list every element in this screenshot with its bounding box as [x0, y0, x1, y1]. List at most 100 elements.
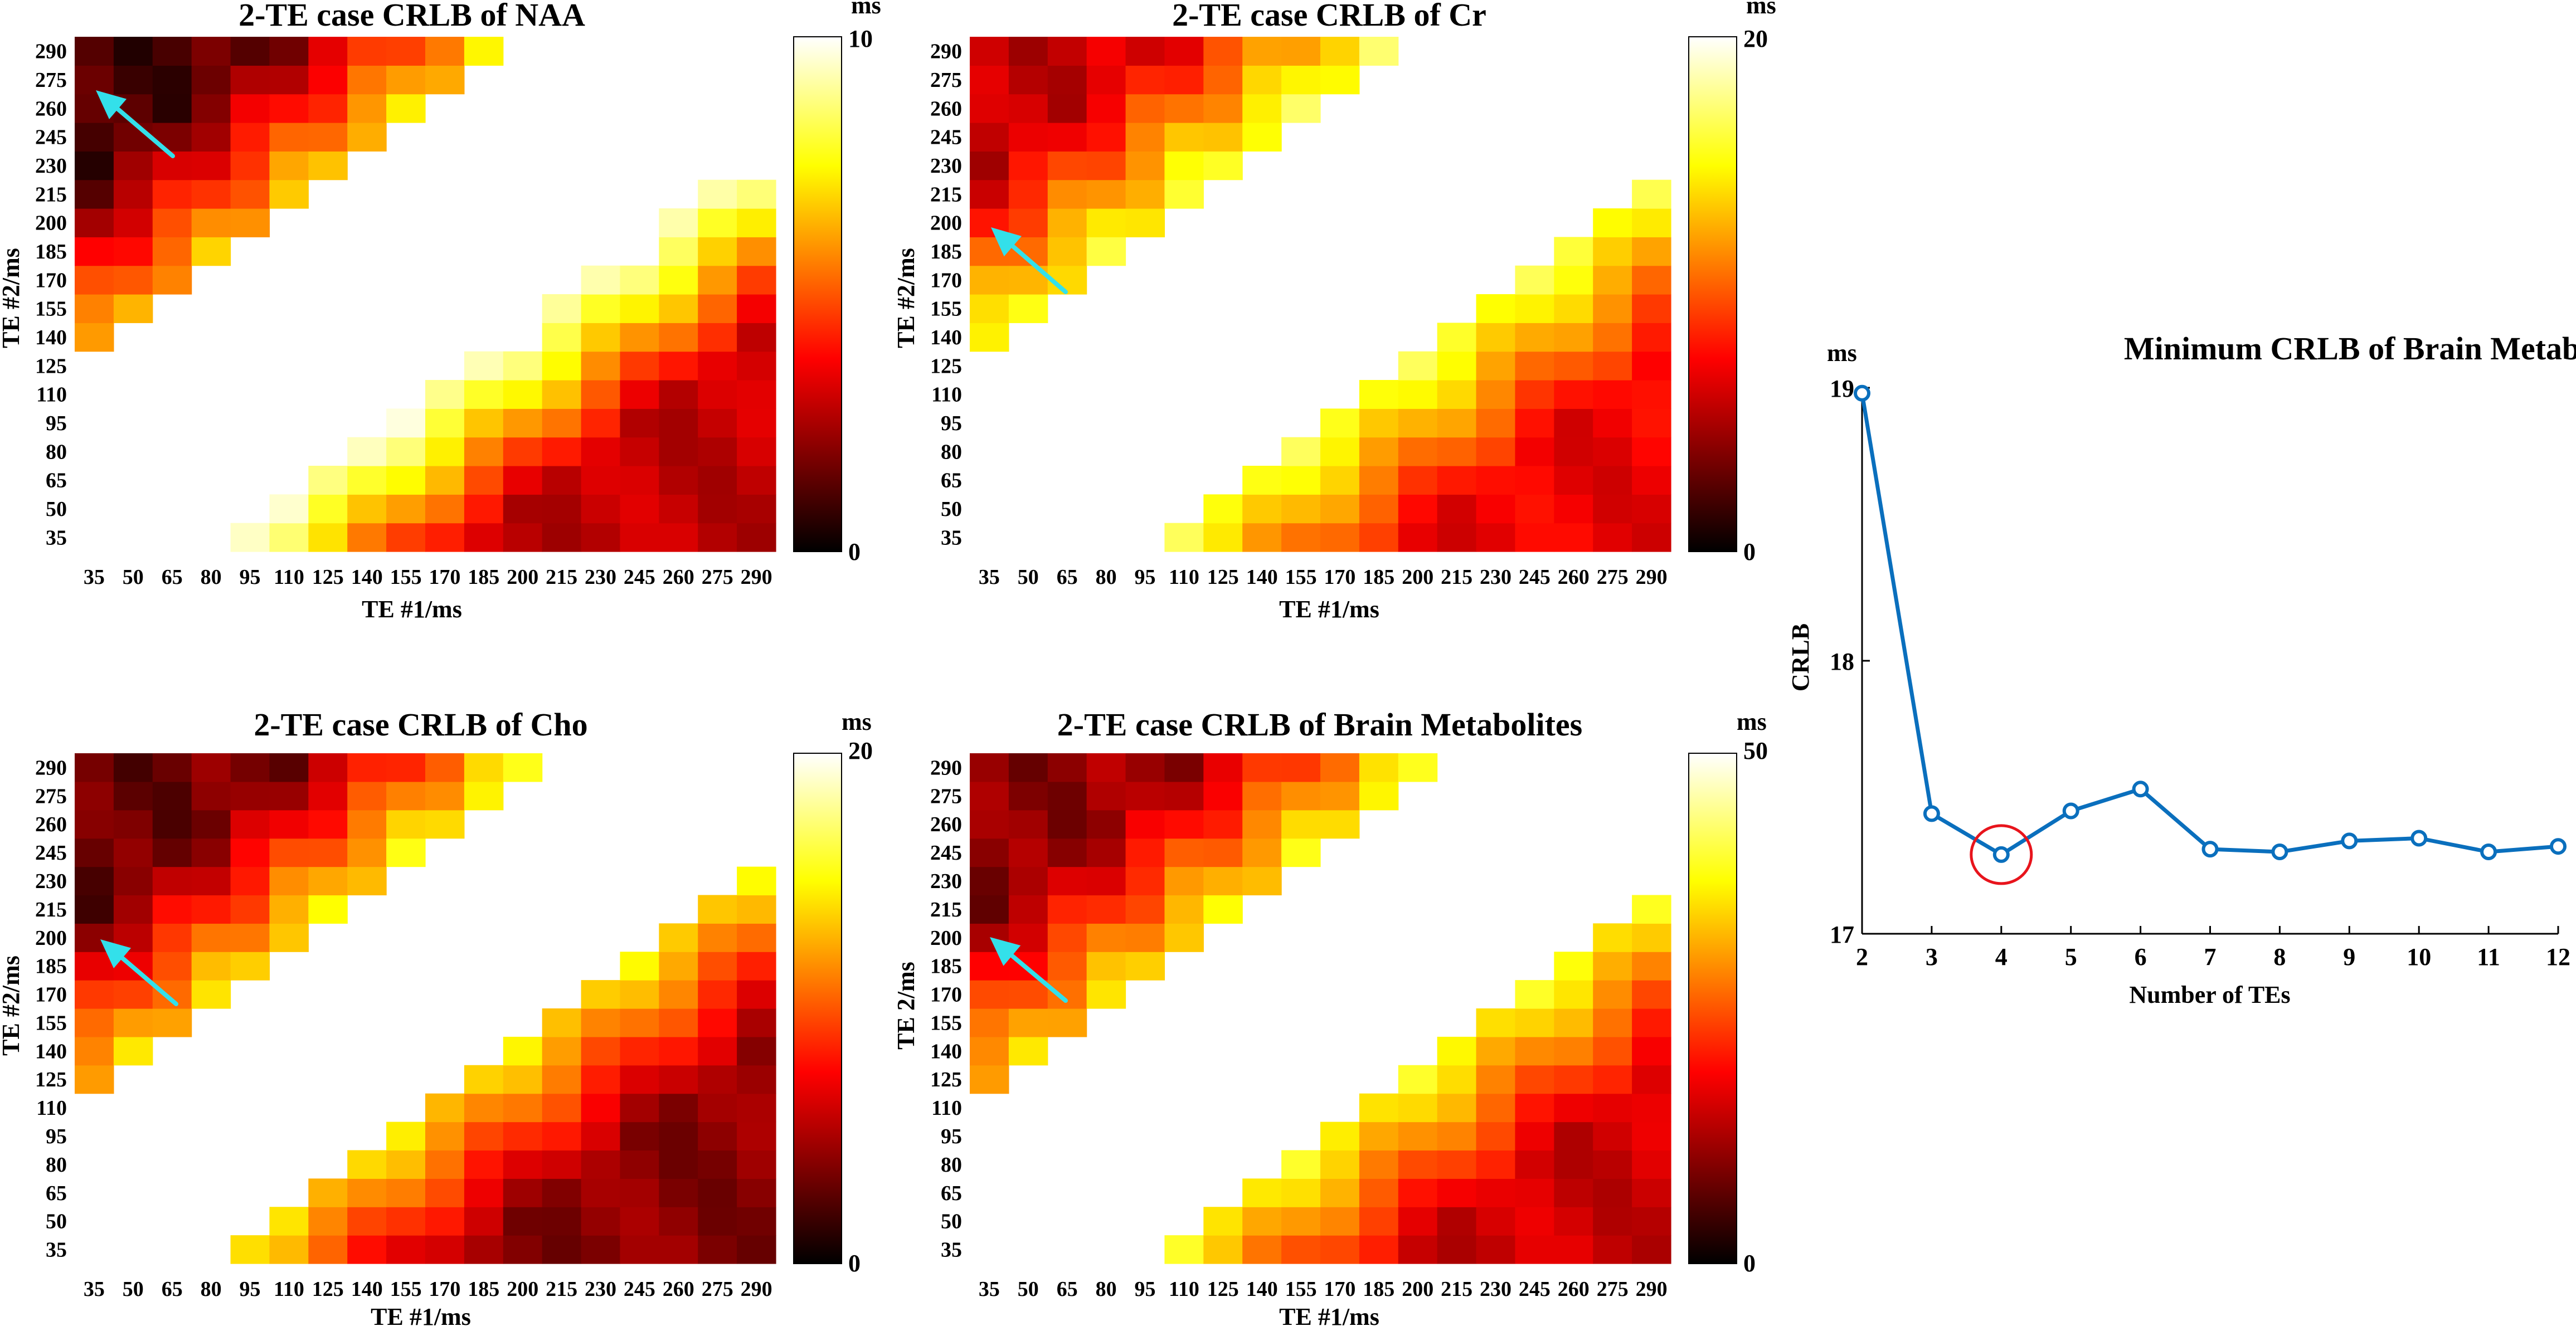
heatmap-panel-brain-metabolites: 2-TE case CRLB of Brain Metabolites 35 50… — [892, 706, 1768, 1330]
y-tick-label: 65 — [941, 1182, 962, 1205]
heatmap-cell — [425, 380, 465, 409]
y-tick-labels: 35 50 65 80 95 110 125 140 155 170 185 200 215 230 245… — [35, 756, 67, 1261]
heatmap-cell — [1593, 466, 1632, 495]
heatmap-cell — [1515, 1036, 1554, 1066]
heatmap-cell — [1515, 437, 1554, 466]
heatmap-cell — [152, 838, 192, 867]
heatmap-cell — [347, 781, 387, 811]
heatmap-cell — [1359, 1178, 1399, 1207]
heatmap-cell — [970, 1065, 1009, 1094]
heatmap-cell — [1164, 753, 1204, 782]
heatmap-cell — [1086, 208, 1126, 237]
heatmap-cell — [542, 1150, 582, 1179]
heatmap-cell — [1359, 1150, 1399, 1179]
heatmap-cell — [970, 65, 1009, 95]
heatmap-cells — [75, 37, 776, 552]
heatmap-cell — [1008, 980, 1048, 1009]
heatmap-cell — [269, 923, 309, 952]
heatmap-cell — [113, 237, 153, 266]
heatmap-cell — [1281, 65, 1321, 95]
heatmap-cell — [308, 753, 348, 782]
heatmap-cell — [1164, 923, 1204, 952]
heatmap-cell — [1164, 895, 1204, 924]
heatmap-cell — [581, 1065, 621, 1094]
heatmap-cell — [230, 781, 270, 811]
heatmap-cell — [1398, 380, 1438, 409]
y-tick-labels: 35 50 65 80 95 110 125 140 155 170 185 200 215 230 245… — [930, 40, 962, 550]
heatmap-cell — [1476, 466, 1516, 495]
heatmap-cell — [1476, 1065, 1516, 1094]
heatmap-cell — [1398, 1065, 1438, 1094]
heatmap-cell — [698, 294, 737, 323]
x-tick-label: 245 — [624, 1278, 655, 1301]
heatmap-cell — [1281, 94, 1321, 123]
x-tick-label: 125 — [312, 1278, 344, 1301]
x-tick-label: 95 — [1135, 565, 1156, 589]
heatmap-cell — [1593, 494, 1632, 524]
heatmap-cell — [1593, 208, 1632, 237]
heatmap-cell — [269, 494, 309, 524]
heatmap-cell — [347, 1178, 387, 1207]
heatmap-cell — [113, 208, 153, 237]
heatmap-cell — [1359, 380, 1399, 409]
x-tick-label: 110 — [274, 1278, 304, 1301]
heatmap-cell — [581, 466, 621, 495]
x-tick-label: 80 — [1096, 1278, 1117, 1301]
heatmap-cell — [386, 1178, 426, 1207]
heatmap-cell — [1359, 494, 1399, 524]
heatmap-cell — [970, 151, 1009, 181]
heatmap-cell — [1164, 523, 1204, 552]
heatmap-cell — [620, 1093, 659, 1123]
x-tick-label: 35 — [84, 565, 105, 589]
heatmap-cell — [191, 179, 231, 209]
heatmap-cell — [1008, 753, 1048, 782]
heatmap-cell — [113, 1036, 153, 1066]
heatmap-cell — [737, 1065, 776, 1094]
heatmap-cell — [269, 1235, 309, 1264]
colorbar — [793, 753, 842, 1264]
heatmap-cell — [75, 208, 114, 237]
heatmap-cell — [737, 866, 776, 896]
heatmap-cell — [113, 895, 153, 924]
heatmap-cell — [191, 37, 231, 66]
heatmap-cell — [1086, 895, 1126, 924]
y-tick-label: 215 — [35, 898, 67, 922]
heatmap-cell — [1554, 1207, 1593, 1236]
heatmap-cell — [1047, 179, 1087, 209]
x-tick-label: 50 — [123, 565, 144, 589]
colorbar-unit: ms — [1737, 708, 1767, 735]
heatmap-panel-naa: 2-TE case CRLB of NAA 35 50 65 80 95 110 125 14… — [0, 0, 881, 623]
heatmap-cell — [347, 838, 387, 867]
x-tick-label: 140 — [1246, 1278, 1278, 1301]
heatmap-cell — [503, 1065, 543, 1094]
heatmap-cell — [659, 523, 698, 552]
heatmap-cell — [1281, 810, 1321, 839]
heatmap-cell — [581, 351, 621, 381]
heatmap-cell — [737, 179, 776, 209]
heatmap-cell — [737, 237, 776, 266]
colorbar-min-tick: 0 — [848, 538, 861, 565]
heatmap-cell — [1281, 437, 1321, 466]
x-tick-label: 110 — [1169, 1278, 1199, 1301]
heatmap-cell — [737, 408, 776, 438]
heatmap-cell — [1281, 1235, 1321, 1264]
heatmap-cell — [152, 923, 192, 952]
heatmap-cell — [659, 1008, 698, 1037]
heatmap-cell — [464, 1150, 504, 1179]
heatmap-cell — [152, 65, 192, 95]
heatmap-cell — [1593, 952, 1632, 981]
heatmap-cell — [620, 351, 659, 381]
y-tick-label: 95 — [46, 1125, 67, 1148]
y-tick-label: 200 — [35, 212, 67, 235]
heatmap-cell — [230, 838, 270, 867]
heatmap-cell — [113, 123, 153, 152]
heatmap-cell — [1437, 466, 1477, 495]
heatmap-cell — [1164, 123, 1204, 152]
heatmap-cell — [1437, 523, 1477, 552]
x-tick-label: 230 — [585, 1278, 616, 1301]
y-axis-label: TE #2/ms — [0, 955, 25, 1056]
heatmap-cell — [620, 1178, 659, 1207]
x-axis-label: TE #1/ms — [1279, 1303, 1379, 1330]
heatmap-cell — [1359, 753, 1399, 782]
heatmap-cell — [75, 1065, 114, 1094]
